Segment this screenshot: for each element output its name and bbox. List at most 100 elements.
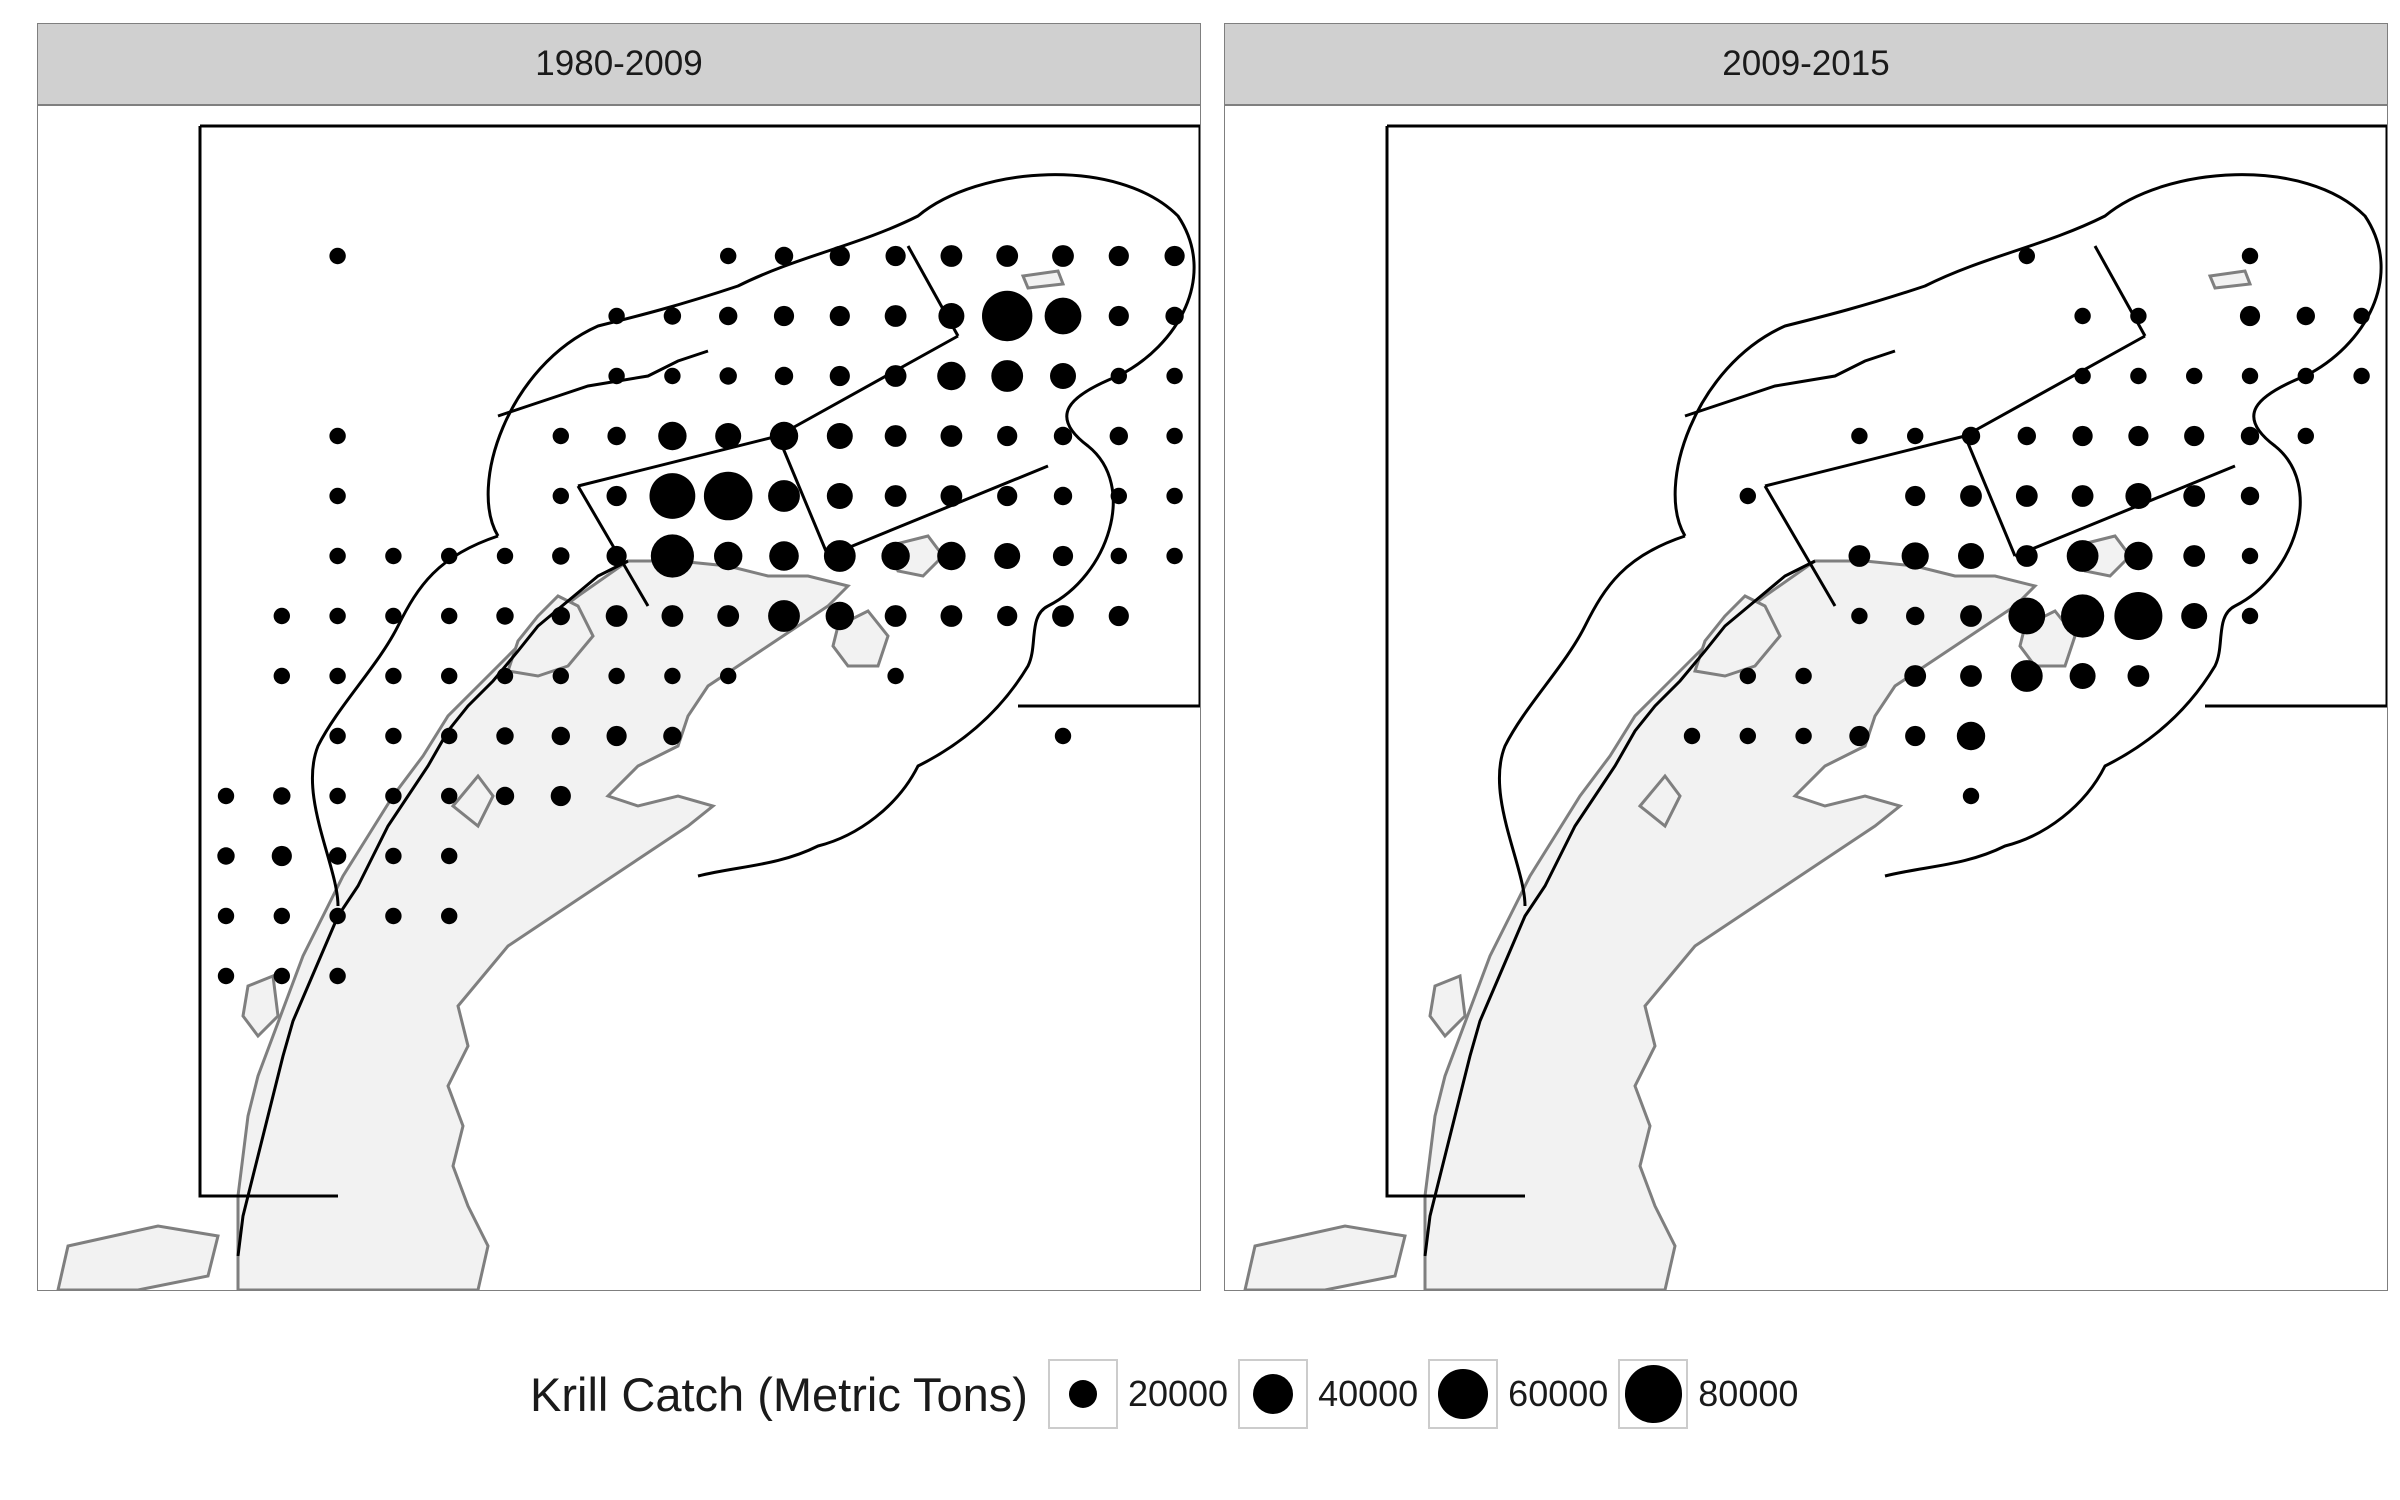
catch-point (329, 787, 346, 805)
island (241, 973, 280, 1039)
map-svg (56, 124, 1200, 1290)
catch-point (664, 667, 681, 685)
map-svg (1243, 124, 2387, 1290)
catch-point (607, 426, 626, 446)
catch-point (496, 607, 514, 625)
catch-point (2114, 592, 2163, 640)
catch-point (441, 727, 458, 745)
island (1637, 773, 1682, 829)
catch-point (1110, 367, 1128, 385)
catch-point (606, 725, 627, 747)
catch-point (940, 425, 963, 447)
catch-point (661, 605, 684, 627)
catch-point (329, 727, 346, 745)
catch-point (1110, 547, 1128, 565)
catch-point (768, 600, 800, 632)
unit-divider (776, 435, 830, 557)
catch-point (1052, 605, 1074, 627)
catch-point (1110, 487, 1128, 505)
catch-point (1960, 605, 1982, 627)
island (1243, 1224, 1407, 1290)
catch-point (1050, 363, 1076, 389)
catch-point (552, 427, 569, 445)
catch-point (273, 907, 290, 925)
catch-point (551, 606, 570, 626)
catch-point (774, 246, 794, 266)
catch-point (829, 305, 850, 327)
catch-point (887, 667, 904, 685)
small-scale-management-units-west (310, 534, 499, 907)
catch-point (1795, 727, 1812, 745)
island (1693, 594, 1782, 678)
catch-point (552, 487, 569, 505)
coastline (1423, 349, 1896, 1257)
coastline (236, 349, 709, 1257)
island (1020, 269, 1066, 290)
catch-point (329, 247, 346, 265)
catch-point (2240, 486, 2260, 506)
legend-title: Krill Catch (Metric Tons) (530, 1367, 1028, 1421)
catch-point (991, 360, 1024, 392)
size-legend: Krill Catch (Metric Tons) 20000 40000 60… (530, 1356, 1808, 1432)
catch-point (649, 473, 696, 519)
catch-point (2241, 367, 2259, 385)
catch-point (768, 480, 800, 512)
catch-point (441, 787, 458, 805)
island (506, 594, 595, 678)
catch-point (2130, 367, 2147, 385)
land-mass (1243, 269, 2253, 1290)
legend-dot (1624, 1365, 1682, 1423)
catch-point (550, 785, 571, 807)
catch-point (385, 787, 402, 805)
catch-point (2072, 425, 2093, 447)
unit-divider (1964, 334, 2146, 438)
facet-strip: 2009-2015 (1224, 23, 2388, 105)
catch-point (1906, 606, 1925, 626)
catch-point (441, 607, 458, 625)
catch-point (329, 427, 346, 445)
catch-point (2074, 307, 2091, 325)
catch-point (2066, 540, 2099, 572)
catch-point (940, 485, 963, 507)
catch-point (2183, 545, 2206, 567)
catch-point (217, 967, 235, 985)
catch-point (608, 667, 625, 685)
legend-item: 80000 (1618, 1359, 1798, 1429)
facet-panel-2009-2015: 2009-2015 (1224, 23, 2388, 1291)
catch-point (663, 307, 682, 325)
plot-extent-frame-lower (1385, 126, 1525, 1198)
catch-point (271, 845, 292, 867)
catch-point (1739, 487, 1756, 505)
catch-point (1166, 427, 1183, 445)
catch-point (273, 787, 291, 805)
catch-point (1960, 665, 1982, 687)
catch-point (2297, 367, 2314, 385)
catch-point (496, 727, 514, 745)
legend-label: 80000 (1698, 1373, 1799, 1414)
plot-extent-frame-lower (198, 126, 338, 1198)
legend-item: 60000 (1428, 1359, 1608, 1429)
island (1428, 973, 1467, 1039)
catch-point (1166, 487, 1183, 505)
catch-point (714, 541, 743, 571)
catch-point (217, 847, 235, 865)
catch-point (2240, 426, 2260, 446)
catch-point (826, 483, 853, 509)
catch-point (884, 305, 907, 327)
catch-point (2130, 307, 2147, 325)
legend-item: 20000 (1047, 1359, 1228, 1429)
catch-point (385, 847, 402, 865)
catch-point (1739, 727, 1756, 745)
catch-point (2127, 665, 2150, 687)
catch-point (2124, 541, 2153, 571)
catch-points (1683, 247, 2370, 805)
catch-point (1849, 725, 1870, 747)
catch-point (940, 605, 963, 627)
catch-point (884, 365, 907, 387)
catch-point (650, 534, 695, 578)
catch-point (1108, 305, 1129, 327)
unit-divider (576, 485, 650, 607)
catch-point (1044, 297, 1082, 335)
facet-strip: 1980-2009 (37, 23, 1201, 105)
catch-point (441, 847, 458, 865)
